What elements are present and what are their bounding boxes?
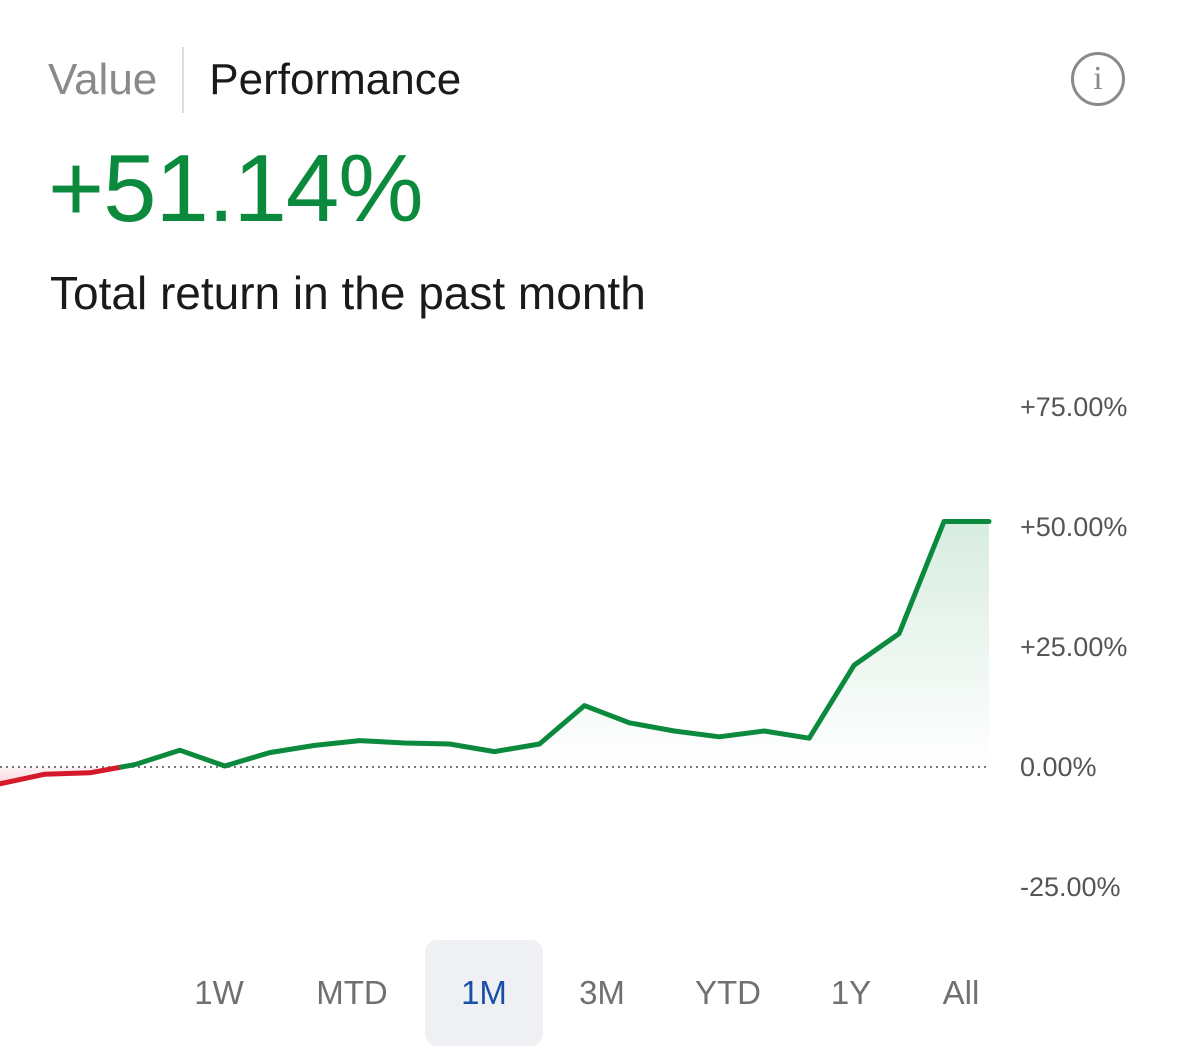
y-tick-label: -25.00% — [1020, 872, 1121, 902]
total-return-caption: Total return in the past month — [50, 267, 646, 319]
y-tick-label: +50.00% — [1020, 512, 1127, 542]
data-point — [897, 632, 901, 636]
tab-performance[interactable]: Performance — [209, 55, 462, 104]
data-point — [672, 729, 676, 733]
tab-value[interactable]: Value — [48, 55, 158, 104]
negative-series-line — [0, 764, 125, 787]
range-1m-button[interactable]: 1M — [425, 940, 543, 1046]
data-point — [717, 735, 721, 739]
y-tick-label: +75.00% — [1020, 392, 1127, 422]
positive-series-line — [119, 519, 992, 770]
data-point — [133, 763, 137, 767]
data-point — [88, 771, 92, 775]
data-point — [268, 751, 272, 755]
range-1y-button[interactable]: 1Y — [830, 974, 872, 1011]
view-tabs: Value Performance — [48, 44, 461, 116]
performance-chart: +75.00% +50.00% +25.00% 0.00% -25.00% — [0, 392, 1127, 902]
data-point — [852, 663, 856, 667]
positive-area — [121, 521, 990, 767]
range-all-button[interactable]: All — [942, 974, 980, 1011]
info-icon[interactable]: i — [1071, 52, 1125, 106]
range-3m-button[interactable]: 3M — [579, 974, 625, 1011]
range-1w-button[interactable]: 1W — [194, 974, 244, 1011]
data-point — [762, 729, 766, 733]
data-point — [538, 742, 542, 746]
data-point — [403, 741, 407, 745]
data-point — [942, 520, 946, 524]
range-ytd-button[interactable]: YTD — [695, 974, 761, 1011]
data-point — [807, 736, 811, 740]
data-point — [987, 520, 991, 524]
data-point — [493, 750, 497, 754]
data-point — [627, 721, 631, 725]
range-selector: 1W MTD 1M 3M YTD 1Y All — [0, 940, 1179, 1046]
data-point — [582, 704, 586, 708]
data-point — [313, 743, 317, 747]
data-point — [223, 764, 227, 768]
data-point — [43, 772, 47, 776]
range-mtd-button[interactable]: MTD — [316, 974, 388, 1011]
total-return-value: +51.14% — [48, 135, 424, 242]
data-point — [358, 739, 362, 743]
y-tick-label: +25.00% — [1020, 632, 1127, 662]
data-point — [448, 742, 452, 746]
y-tick-label: 0.00% — [1020, 752, 1097, 782]
tab-divider — [182, 47, 185, 113]
data-point — [178, 748, 182, 752]
